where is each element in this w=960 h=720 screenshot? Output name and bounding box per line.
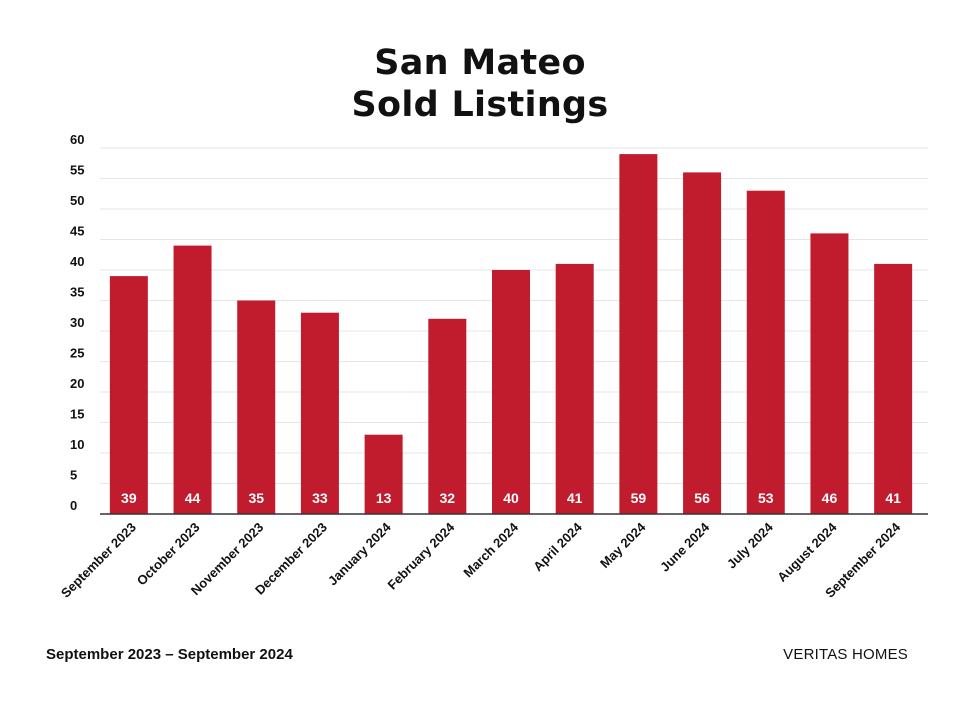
x-tick-label: June 2024 <box>657 519 713 575</box>
bar-data-label: 35 <box>248 490 264 506</box>
bar-data-label: 41 <box>567 490 583 506</box>
bar-data-label: 53 <box>758 490 774 506</box>
bar <box>173 245 212 514</box>
bar-data-label: 33 <box>312 490 328 506</box>
y-tick-label: 20 <box>70 376 84 391</box>
bar <box>810 233 849 514</box>
bar <box>555 263 594 514</box>
chart-title: San Mateo Sold Listings <box>0 42 960 126</box>
bar-chart: 0 5 10 15 20 25 30 35 40 45 50 55 60 39 September 2023… <box>58 132 928 601</box>
bar <box>300 312 339 514</box>
bar-data-label: 40 <box>503 490 519 506</box>
bar-data-label: 56 <box>694 490 710 506</box>
chart-title-line1: San Mateo <box>374 43 586 83</box>
y-tick-label: 55 <box>70 163 84 178</box>
bar <box>746 190 785 514</box>
bar <box>619 154 658 514</box>
y-tick-label: 30 <box>70 315 84 330</box>
bar <box>364 434 403 514</box>
chart-title-line2: Sold Listings <box>351 85 609 125</box>
y-tick-label: 10 <box>70 437 84 452</box>
bar <box>683 172 722 514</box>
y-tick-label: 5 <box>70 468 77 483</box>
bar-data-label: 13 <box>376 490 392 506</box>
bar-data-label: 41 <box>885 490 901 506</box>
x-tick-label: September 2023 <box>58 520 139 601</box>
y-tick-label: 40 <box>70 254 84 269</box>
x-tick-label: May 2024 <box>597 519 649 571</box>
x-tick-label: January 2024 <box>325 519 394 588</box>
x-tick-label: February 2024 <box>384 519 457 592</box>
x-tick-label: March 2024 <box>460 519 521 580</box>
bar-data-label: 46 <box>822 490 838 506</box>
date-range-label: September 2023 – September 2024 <box>46 646 293 663</box>
bar-data-label: 39 <box>121 490 137 506</box>
y-tick-label: 0 <box>70 498 77 513</box>
x-tick-label: July 2024 <box>724 519 777 572</box>
x-tick-label: October 2023 <box>134 520 203 589</box>
y-tick-label: 50 <box>70 193 84 208</box>
y-tick-label: 60 <box>70 132 84 147</box>
x-tick-label: April 2024 <box>530 519 585 574</box>
y-tick-label: 25 <box>70 346 84 361</box>
bar-data-label: 44 <box>185 490 201 506</box>
bar <box>109 276 148 514</box>
bar <box>492 270 530 514</box>
bar <box>874 263 913 514</box>
bar-data-label: 32 <box>440 490 456 506</box>
bar <box>428 318 467 514</box>
y-tick-label: 15 <box>70 407 84 422</box>
y-tick-label: 45 <box>70 224 84 239</box>
bar <box>237 300 276 514</box>
brand-label: VERITAS HOMES <box>783 646 908 663</box>
y-tick-label: 35 <box>70 285 84 300</box>
x-tick-label: August 2024 <box>774 519 840 585</box>
bar-data-label: 59 <box>631 490 647 506</box>
